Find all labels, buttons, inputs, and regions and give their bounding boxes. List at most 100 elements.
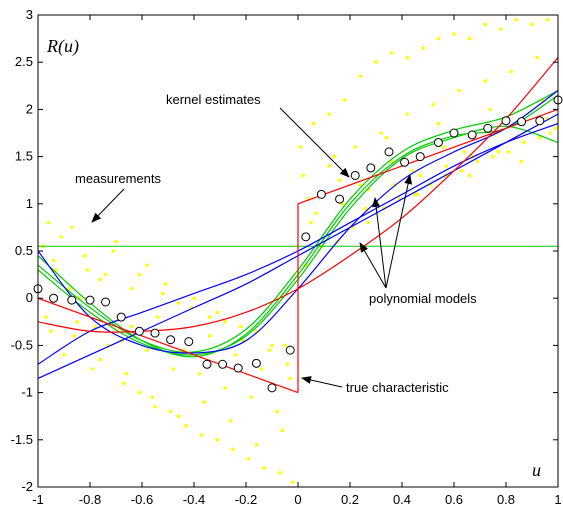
x-tick-label: 0.8 (497, 492, 515, 507)
measurement-point (137, 390, 142, 395)
kernel-estimate-point (301, 232, 311, 242)
measurement-point (171, 367, 175, 371)
measurement-point (301, 173, 306, 178)
kernel-estimate-point (335, 194, 345, 204)
kernel-estimate-point (535, 116, 545, 126)
measurement-point (358, 183, 363, 187)
kernel-estimate-point (67, 295, 77, 305)
measurement-point (231, 447, 235, 452)
measurement-point (200, 433, 204, 437)
measurement-point (488, 107, 493, 112)
measurement-point (103, 272, 108, 277)
measurement-point (246, 456, 251, 461)
measurement-point (111, 249, 116, 253)
kernel-estimate-point (483, 123, 493, 133)
measurement-point (457, 88, 462, 93)
measurement-point (85, 268, 90, 272)
y-tick-label: -1.5 (11, 432, 33, 447)
measurement-point (530, 22, 534, 27)
arrow-kernel-estimates (279, 107, 350, 178)
true-characteristic-right (297, 108, 558, 205)
measurement-point (67, 286, 71, 291)
y-tick-label: -1 (21, 385, 33, 400)
measurement-point (259, 367, 264, 371)
x-tick-label: -0.8 (79, 492, 101, 507)
measurement-point (483, 79, 488, 83)
y-tick-label: 1.5 (15, 149, 33, 164)
measurement-point (291, 480, 295, 485)
measurement-point (519, 159, 524, 164)
kernel-estimate-point (166, 335, 176, 345)
y-tick-label: 3 (26, 7, 33, 22)
measurement-point (467, 173, 472, 178)
measurement-point (436, 121, 441, 126)
measurement-point (553, 126, 558, 131)
measurement-point (114, 239, 118, 244)
kernel-estimate-point (267, 383, 277, 393)
measurement-point (83, 253, 87, 258)
arrow-measurements (91, 188, 125, 223)
measurement-point (452, 32, 456, 36)
measurement-point (522, 140, 526, 145)
x-tick-label: 1 (554, 492, 561, 507)
arrow-polynomial-3 (385, 174, 413, 289)
measurement-point (280, 428, 285, 433)
measurement-point (535, 55, 539, 60)
x-axis-label: u (532, 460, 541, 480)
kernel-estimate-point (251, 358, 261, 368)
y-tick-label: 0 (26, 290, 33, 305)
measurement-point (413, 192, 417, 197)
measurement-point (278, 471, 282, 475)
measurement-point (462, 150, 467, 154)
kernel-estimate-point (316, 189, 326, 199)
kernel-estimate-point (449, 128, 459, 138)
measurement-point (49, 329, 53, 334)
annotation-polynomial-models: polynomial models (369, 291, 477, 306)
measurement-point (215, 310, 220, 315)
measurement-point (366, 220, 371, 225)
measurement-point (59, 235, 64, 239)
kernel-estimate-point (400, 157, 410, 167)
measurement-point (421, 46, 425, 50)
arrow-polynomial-2 (359, 242, 387, 289)
measurement-point (314, 211, 319, 216)
measurement-point (332, 154, 337, 159)
measurement-point (202, 400, 207, 404)
measurement-point (363, 206, 368, 211)
measurement-point (267, 348, 272, 352)
measurement-point (410, 168, 415, 173)
measurement-point (176, 414, 181, 419)
measurement-point (327, 164, 332, 168)
measurement-point (460, 168, 464, 173)
measurement-point (207, 315, 212, 319)
measurement-point (509, 69, 513, 74)
measurement-point (98, 277, 103, 282)
measurement-point (150, 395, 155, 400)
measurement-point (223, 320, 227, 324)
kernel-estimate-point (233, 363, 243, 373)
measurement-point (62, 353, 66, 357)
measurement-point (506, 150, 511, 154)
measurement-point (223, 386, 227, 390)
x-tick-label: 0 (294, 492, 301, 507)
measurement-point (197, 371, 201, 376)
kernel-estimate-point (467, 130, 477, 140)
measurement-point (384, 135, 389, 140)
kernel-estimate-point (433, 137, 443, 147)
annotation-kernel-estimates: kernel estimates (166, 92, 261, 107)
y-tick-label: 1 (26, 196, 33, 211)
measurement-point (137, 272, 142, 277)
y-tick-label: 2 (26, 101, 33, 116)
kernel-estimate-point (285, 345, 295, 355)
measurement-point (483, 22, 488, 27)
measurement-point (285, 362, 290, 367)
measurement-point (46, 220, 51, 225)
annotation-true-characteristic: true characteristic (346, 380, 449, 395)
measurement-point (168, 409, 173, 414)
measurement-point (228, 419, 233, 423)
measurement-point (145, 263, 149, 267)
measurement-point (270, 343, 274, 348)
kernel-estimate-point (101, 297, 111, 307)
measurement-point (311, 121, 316, 126)
measurement-point (233, 353, 238, 357)
